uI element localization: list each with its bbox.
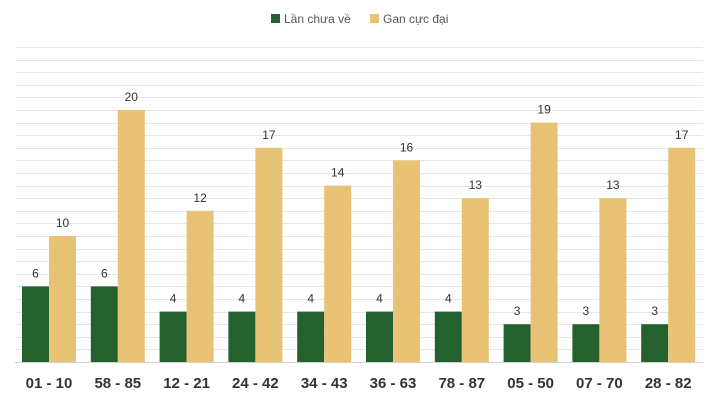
- data-label: 6: [101, 266, 108, 280]
- bar-gan-cuc-dai: [186, 210, 214, 362]
- bar-lan-chua-ve: [297, 311, 325, 362]
- data-label: 13: [606, 178, 620, 192]
- data-label: 19: [537, 103, 551, 117]
- bar-lan-chua-ve: [503, 324, 531, 362]
- x-tick-label: 78 - 87: [438, 375, 485, 392]
- bar-lan-chua-ve: [90, 286, 118, 362]
- bars: [22, 110, 696, 362]
- data-label: 6: [32, 266, 39, 280]
- x-tick-label: 58 - 85: [94, 375, 141, 392]
- data-label: 16: [400, 140, 414, 154]
- x-tick-label: 05 - 50: [507, 375, 554, 392]
- data-label: 4: [445, 292, 452, 306]
- legend-item-gan-cuc-dai[interactable]: Gan cực đại: [383, 12, 448, 26]
- bar-gan-cuc-dai: [599, 198, 627, 362]
- legend-item-lan-chua-ve[interactable]: Lần chưa về: [284, 12, 351, 26]
- x-tick-label: 28 - 82: [645, 375, 692, 392]
- bar-gan-cuc-dai: [324, 185, 352, 362]
- data-labels: 6 10 6 20 4 12 4 17 4 14 4 16 4 13 3 19 3 13 3 17: [32, 90, 689, 318]
- data-label: 3: [514, 304, 521, 318]
- x-tick-label: 07 - 70: [576, 375, 623, 392]
- data-label: 10: [56, 216, 70, 230]
- x-tick-label: 01 - 10: [26, 375, 73, 392]
- data-label: 13: [469, 178, 483, 192]
- x-tick-label: 36 - 63: [370, 375, 417, 392]
- data-label: 17: [675, 128, 689, 142]
- bar-gan-cuc-dai: [461, 198, 489, 362]
- data-label: 4: [239, 292, 246, 306]
- data-label: 4: [307, 292, 314, 306]
- bar-gan-cuc-dai: [255, 147, 283, 362]
- bar-lan-chua-ve: [366, 311, 393, 362]
- legend[interactable]: Lần chưa về Gan cực đại: [271, 12, 448, 26]
- x-axis-ticks: 01 - 10 58 - 85 12 - 21 24 - 42 34 - 43 36 - …: [26, 375, 692, 392]
- bar-lan-chua-ve: [228, 311, 256, 362]
- bar-gan-cuc-dai: [117, 110, 145, 362]
- data-label: 20: [125, 90, 139, 104]
- bar-gan-cuc-dai: [530, 122, 558, 362]
- bar-lan-chua-ve: [434, 311, 462, 362]
- x-tick-label: 24 - 42: [232, 375, 279, 392]
- data-label: 14: [331, 166, 345, 180]
- x-tick-label: 34 - 43: [301, 375, 348, 392]
- bar-gan-cuc-dai: [668, 147, 696, 362]
- x-tick-label: 12 - 21: [163, 375, 210, 392]
- bar-lan-chua-ve: [159, 311, 187, 362]
- bar-lan-chua-ve: [22, 286, 49, 362]
- bar-lan-chua-ve: [572, 324, 600, 362]
- legend-swatch[interactable]: [271, 14, 280, 23]
- data-label: 17: [262, 128, 276, 142]
- bar-lan-chua-ve: [641, 324, 669, 362]
- data-label: 3: [583, 304, 590, 318]
- data-label: 12: [193, 191, 207, 205]
- data-label: 3: [651, 304, 658, 318]
- legend-swatch[interactable]: [370, 14, 379, 23]
- data-label: 4: [170, 292, 177, 306]
- data-label: 4: [376, 292, 383, 306]
- bar-gan-cuc-dai: [393, 160, 420, 362]
- bar-gan-cuc-dai: [49, 236, 76, 362]
